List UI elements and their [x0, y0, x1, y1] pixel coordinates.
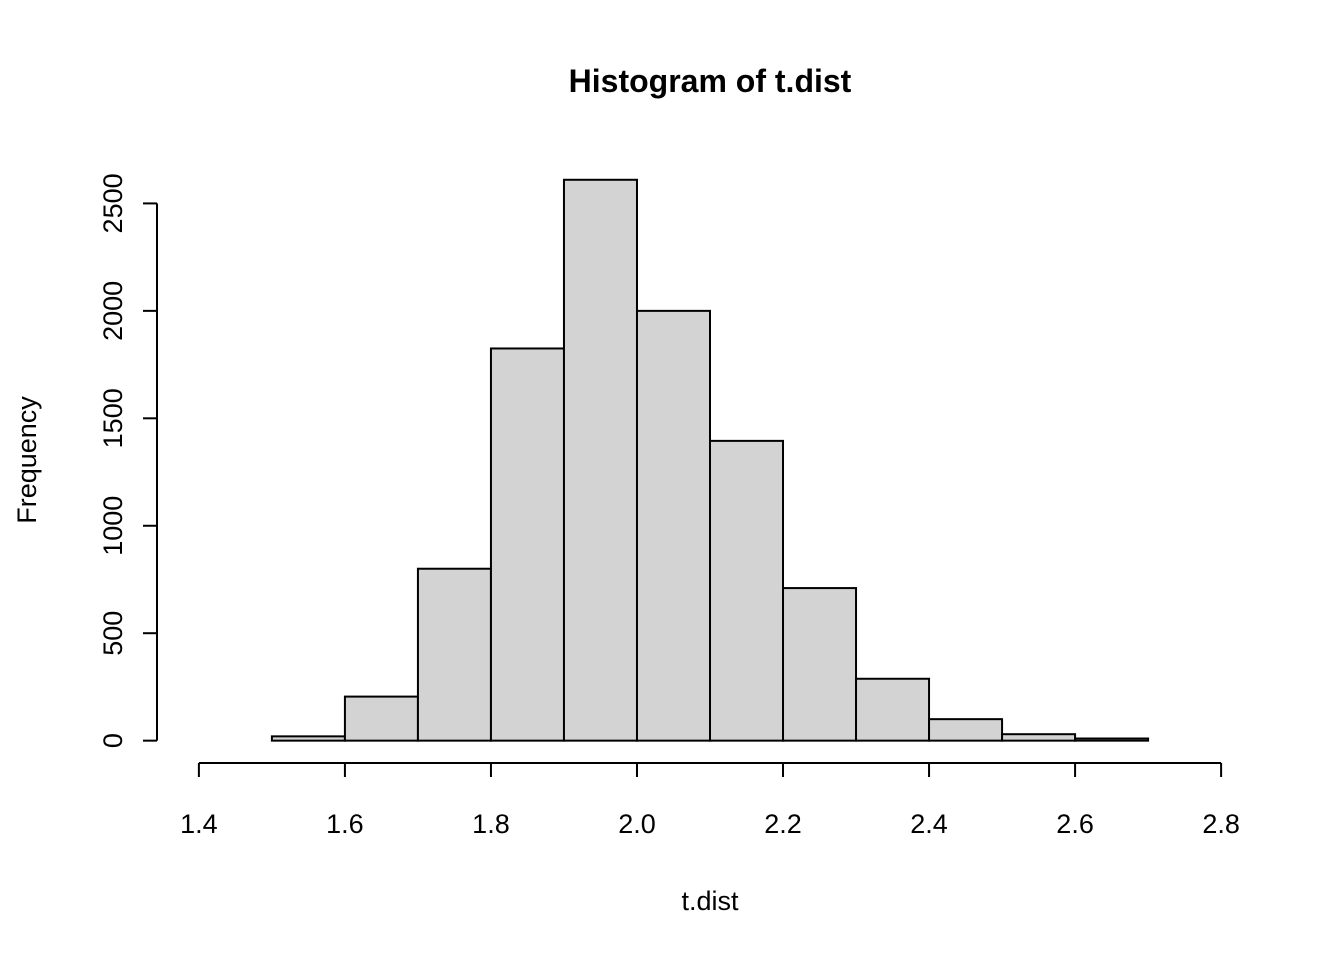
bar [489, 347, 565, 742]
y-axis-label: Frequency [12, 396, 42, 524]
y-tick-label: 1500 [98, 388, 128, 448]
bar [1001, 733, 1077, 742]
bar [1074, 737, 1150, 742]
chart-title: Histogram of t.dist [569, 63, 852, 99]
bar [635, 309, 712, 742]
y-tick-label: 2500 [98, 173, 128, 233]
bar [416, 567, 492, 742]
bar [709, 439, 785, 742]
y-tick-label: 1000 [98, 496, 128, 556]
x-tick-label: 1.8 [472, 809, 510, 839]
x-tick-label: 1.4 [180, 809, 218, 839]
y-tick-label: 2000 [98, 281, 128, 341]
bar [855, 677, 931, 742]
x-tick-label: 2.6 [1056, 809, 1094, 839]
x-tick-label: 1.6 [326, 809, 364, 839]
bar [928, 718, 1004, 742]
bar [782, 587, 858, 742]
x-tick-label: 2.0 [618, 809, 656, 839]
y-tick-label: 500 [98, 611, 128, 656]
bar [270, 735, 346, 742]
bar [343, 695, 419, 742]
x-tick-label: 2.2 [764, 809, 802, 839]
x-tick-label: 2.8 [1202, 809, 1240, 839]
x-tick-label: 2.4 [910, 809, 948, 839]
x-axis-label: t.dist [681, 886, 739, 916]
bar [562, 178, 638, 742]
y-tick-label: 0 [98, 733, 128, 748]
